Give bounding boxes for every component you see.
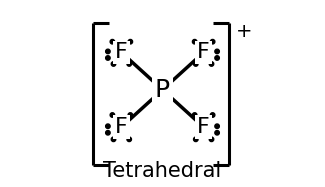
Circle shape: [127, 137, 131, 142]
Circle shape: [192, 113, 197, 117]
Circle shape: [111, 137, 116, 142]
Text: F: F: [115, 42, 128, 62]
Circle shape: [215, 131, 219, 135]
Text: F: F: [115, 117, 128, 137]
Circle shape: [127, 62, 131, 66]
Text: F: F: [197, 42, 210, 62]
Circle shape: [210, 39, 215, 44]
Circle shape: [215, 49, 219, 54]
Circle shape: [215, 124, 219, 128]
Circle shape: [209, 137, 214, 142]
Text: +: +: [235, 22, 252, 42]
Text: F: F: [197, 117, 210, 137]
Circle shape: [111, 62, 116, 66]
Circle shape: [209, 62, 214, 66]
Circle shape: [106, 131, 110, 135]
Circle shape: [194, 137, 198, 142]
Circle shape: [110, 39, 115, 44]
Text: P: P: [155, 78, 170, 102]
Text: Tetrahedral: Tetrahedral: [103, 161, 222, 181]
Circle shape: [110, 113, 115, 117]
Circle shape: [192, 39, 197, 44]
Circle shape: [215, 56, 219, 60]
Circle shape: [194, 62, 198, 66]
Circle shape: [106, 124, 110, 128]
Circle shape: [210, 113, 215, 117]
Circle shape: [106, 49, 110, 54]
Circle shape: [128, 39, 133, 44]
Circle shape: [106, 56, 110, 60]
Circle shape: [128, 113, 133, 117]
